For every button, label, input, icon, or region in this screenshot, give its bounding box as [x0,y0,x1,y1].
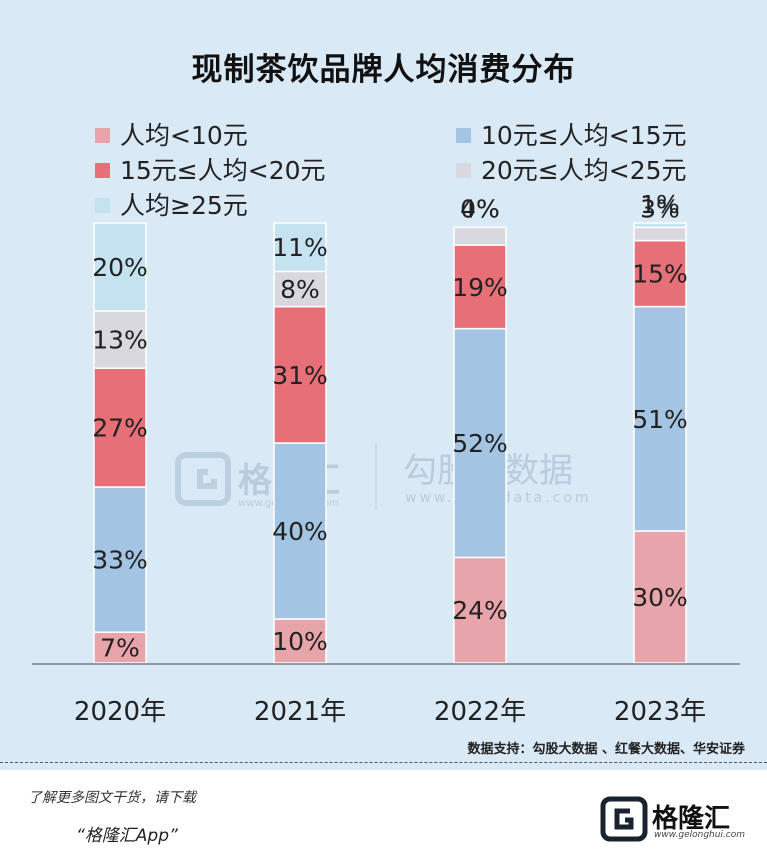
bar-segment [273,618,327,664]
bar-segment [633,305,687,532]
legend-swatch [456,162,471,178]
watermark-logo-mark [197,469,217,489]
legend-swatch [95,162,110,178]
x-tick-label: 2021年 [254,697,346,727]
data-label: 31% [272,361,328,390]
legend-label: 10元≤人均<15元 [481,121,687,150]
data-label: 24% [452,596,508,625]
legend-item-lt10: 人均<10元 [95,116,248,152]
chart-panel: 现制茶饮品牌人均消费分布 人均<10元 10元≤人均<15元 15元≤人均<20… [0,0,767,770]
data-label: 15% [632,260,688,289]
legend-item-15-20: 15元≤人均<20元 [95,151,326,187]
bar-segment [633,530,687,664]
promo-line-1: 了解更多图文干货，请下载 [28,790,196,806]
legend-item-20-25: 20元≤人均<25元 [456,151,687,187]
data-label: 30% [632,583,688,612]
watermark: 格隆汇 www.gelonghui.com 勾股大数据 www.gogudata… [175,443,589,510]
legend-label: 20元≤人均<25元 [481,156,687,185]
promo-line-2: “格隆汇App” [76,826,178,846]
bars-group: 7% 33% 27% 13% 20% 10% 40% 31% 8% 11% 24% 52% 19% 4%0… [92,190,688,664]
legend-swatch [95,197,110,213]
gelonghui-logo-icon [600,796,648,842]
bar-segment [273,305,327,444]
legend-item-ge25: 人均≥25元 [95,186,248,222]
bar-segment [273,222,327,273]
data-label: 1% [640,190,680,219]
bar-segment [273,442,327,620]
data-label: 11% [272,233,328,262]
legend-label: 人均<10元 [120,121,248,150]
x-tick-label: 2023年 [614,697,706,727]
bar-segment [633,226,687,242]
footer-divider [0,762,767,763]
data-label: 20% [92,253,148,282]
footer-logo: 格隆汇 www.gelonghui.com [600,796,750,846]
footer-logo-url: www.gelonghui.com [654,830,746,840]
legend-label: 人均≥25元 [120,191,248,220]
bar-segment [453,226,507,246]
bar-segment [93,222,147,312]
bar-segment [93,367,147,488]
x-tick-label: 2022年 [434,697,526,727]
data-label: 40% [272,517,328,546]
legend-label: 15元≤人均<20元 [120,156,326,185]
watermark-logo-icon [175,452,231,506]
data-label: 10% [272,627,328,656]
bar-segment [453,327,507,559]
legend-item-10-15: 10元≤人均<15元 [456,116,687,152]
legend-swatch [456,127,471,143]
footer-logo-text: 格隆汇 [652,804,731,834]
data-label: 52% [452,429,508,458]
data-label: 4% [460,194,500,223]
chart-plot: 格隆汇 www.gelonghui.com 勾股大数据 www.gogudata… [32,190,740,727]
data-label: 8% [280,275,320,304]
data-label: 19% [452,273,508,302]
x-tick-label: 2020年 [74,697,166,727]
data-label: 3% [640,194,680,223]
data-label: 7% [100,634,140,663]
data-label: 13% [92,326,148,355]
legend-swatch [95,127,110,143]
data-label: 51% [632,405,688,434]
source-note: 数据支持：勾股大数据 、红餐大数据、华安证券 [467,742,745,757]
data-label: 33% [92,546,148,575]
bar-segment [453,244,507,330]
chart-title: 现制茶饮品牌人均消费分布 [191,52,576,88]
x-axis: 2020年 2021年 2022年 2023年 [74,697,706,727]
bar-segment [633,222,687,229]
data-label: 0% [460,194,500,223]
data-label: 27% [92,414,148,443]
bar-segment [273,270,327,308]
